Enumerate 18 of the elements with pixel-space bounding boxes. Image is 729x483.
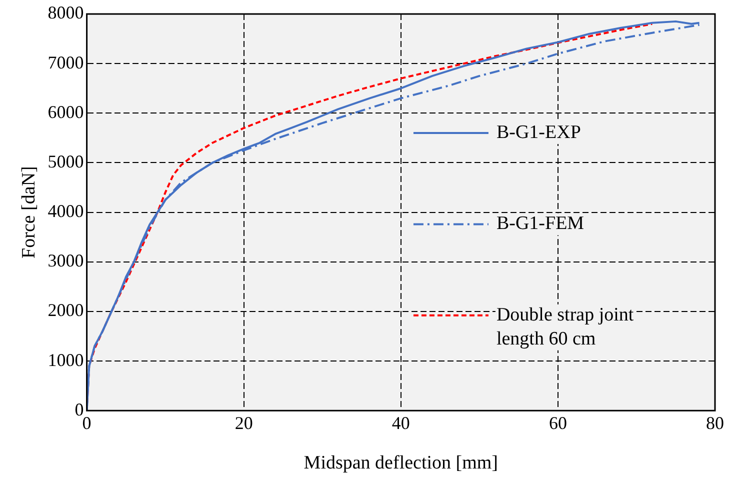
y-tick-label: 5000 xyxy=(48,151,84,172)
legend-label: B-G1-EXP xyxy=(496,122,581,143)
y-tick-label: 3000 xyxy=(48,250,84,271)
legend-label: Double strap joint length 60 cm xyxy=(496,304,634,350)
y-tick-label: 8000 xyxy=(48,2,84,23)
legend-label: B-G1-FEM xyxy=(496,213,584,234)
x-tick-label: 60 xyxy=(548,413,567,434)
x-tick-label: 80 xyxy=(706,413,724,434)
y-tick-label: 6000 xyxy=(48,102,84,122)
x-axis-title: Midspan deflection [mm] xyxy=(304,452,498,474)
y-tick-label: 4000 xyxy=(48,201,84,222)
y-axis-title: Force [daN] xyxy=(18,166,40,258)
y-tick-label: 7000 xyxy=(48,52,84,72)
y-tick-label: 2000 xyxy=(48,300,84,320)
y-tick-label: 0 xyxy=(74,399,84,420)
x-tick-label: 20 xyxy=(234,413,253,434)
x-tick-label: 40 xyxy=(392,413,410,434)
y-tick-label: 1000 xyxy=(48,350,84,370)
